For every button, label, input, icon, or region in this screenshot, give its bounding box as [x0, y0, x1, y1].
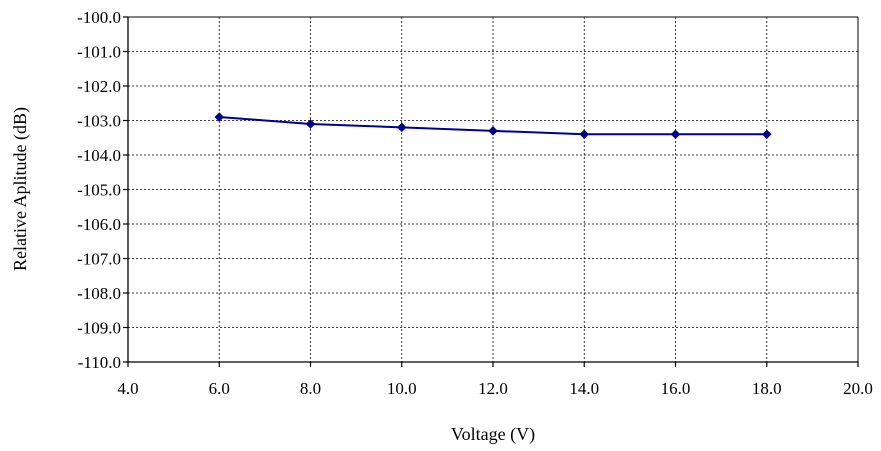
y-axis-title: Relative Aplitude (dB)	[10, 107, 31, 271]
y-tick-label: -100.0	[77, 8, 121, 27]
x-tick-label: 4.0	[117, 379, 138, 398]
y-tick-label: -109.0	[77, 319, 121, 338]
y-tick-labels: -100.0 -101.0 -102.0 -103.0 -104.0 -105.0 -106…	[77, 8, 121, 372]
y-tick-label: -110.0	[78, 353, 121, 372]
x-tick-label: 18.0	[752, 379, 782, 398]
y-tick-label: -106.0	[77, 215, 121, 234]
data-point-marker	[670, 129, 681, 140]
grid	[128, 17, 858, 362]
data-point-marker	[214, 112, 225, 122]
y-tick-label: -101.0	[77, 43, 121, 62]
x-tick-label: 14.0	[569, 379, 599, 398]
data-point-marker	[488, 125, 498, 136]
data-point-marker	[396, 122, 407, 133]
y-tick-label: -105.0	[77, 181, 121, 200]
data-point-marker	[761, 129, 772, 140]
x-tick-label: 10.0	[387, 379, 417, 398]
y-tick-label: -108.0	[77, 284, 121, 303]
x-tick-label: 8.0	[300, 379, 321, 398]
y-tick-label: -104.0	[77, 146, 121, 165]
y-tick-label: -107.0	[77, 250, 121, 269]
x-tick-label: 6.0	[209, 379, 230, 398]
x-tick-labels: 4.0 6.0 8.0 10.0 12.0 14.0 16.0 18.0 20.0	[117, 379, 873, 398]
series	[214, 112, 772, 140]
x-tick-label: 12.0	[478, 379, 508, 398]
data-point-marker	[579, 129, 590, 140]
y-tick-label: -102.0	[77, 77, 121, 96]
x-tick-label: 20.0	[843, 379, 873, 398]
tick-marks	[123, 16, 859, 367]
x-tick-label: 16.0	[661, 379, 691, 398]
x-axis-title: Voltage (V)	[451, 424, 535, 445]
data-point-marker	[305, 119, 316, 129]
y-tick-label: -103.0	[77, 112, 121, 131]
